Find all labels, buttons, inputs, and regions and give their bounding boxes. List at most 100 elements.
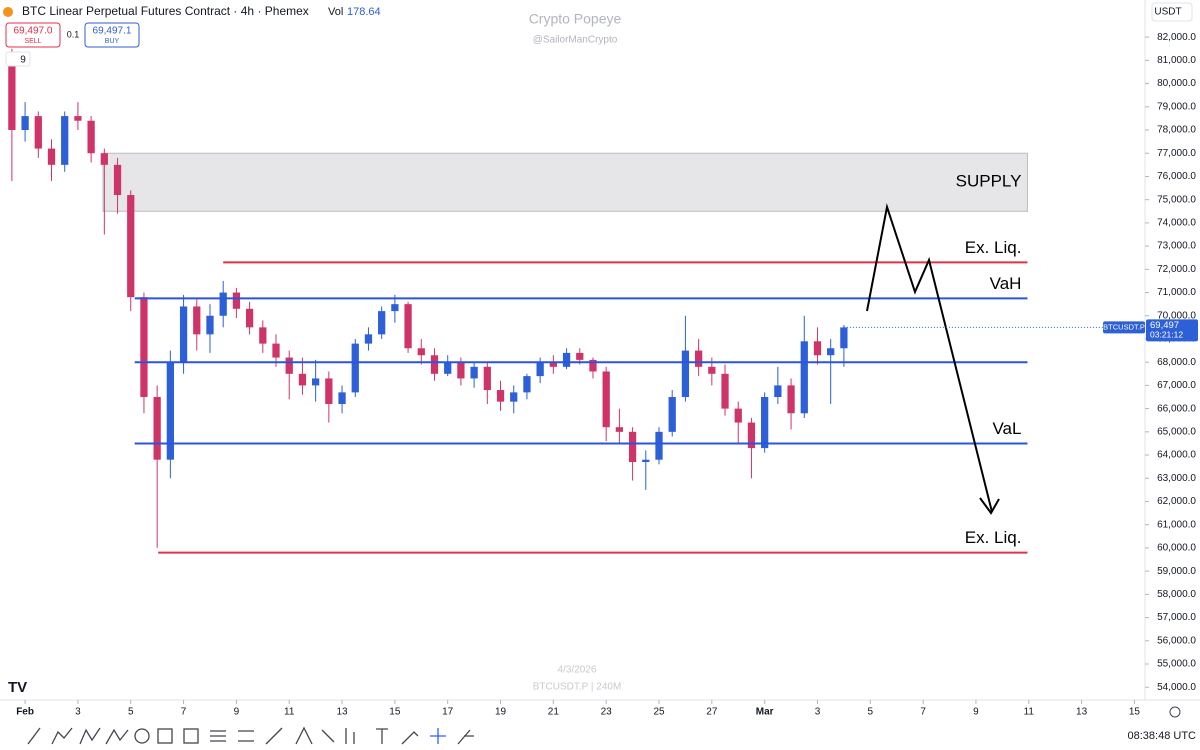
candle-body — [800, 341, 808, 414]
y-tick-label: 58,000.0 — [1157, 589, 1196, 600]
y-tick-label: 71,000.0 — [1157, 287, 1196, 298]
candle-body — [179, 306, 188, 363]
indicator-toggle[interactable] — [5, 51, 31, 67]
candle-body — [206, 315, 214, 335]
x-tick-label: 15 — [389, 707, 401, 718]
candle-body — [351, 343, 359, 393]
tool-brush[interactable] — [401, 731, 419, 745]
candle-body — [87, 120, 95, 154]
y-tick-label: 76,000.0 — [1157, 171, 1196, 182]
buy-button[interactable] — [84, 22, 140, 48]
indicator-count: 9 — [20, 55, 26, 66]
settings-icon[interactable] — [1169, 706, 1181, 718]
candle-body — [378, 311, 386, 335]
x-tick-label: 3 — [75, 707, 81, 718]
tool-channel[interactable] — [238, 730, 254, 742]
tool-ray[interactable] — [265, 727, 283, 745]
symbol-icon — [3, 7, 13, 17]
candle-body — [523, 376, 531, 393]
x-tick-label: 11 — [284, 707, 295, 718]
tool-triangle[interactable] — [295, 726, 313, 745]
symbol-tag-text: BTCUSDT.P — [1103, 322, 1145, 331]
candle-body — [100, 153, 108, 165]
sell-price: 69,497.0 — [14, 26, 53, 37]
y-tick-label: 80,000.0 — [1157, 78, 1196, 89]
candle-body — [576, 352, 584, 360]
candle-body — [34, 116, 42, 149]
price-tag — [1146, 319, 1198, 342]
candle-body — [602, 371, 610, 428]
candle-body — [259, 327, 267, 344]
currency: USDT — [1154, 7, 1181, 18]
candle-body — [615, 427, 624, 432]
x-tick-label: 19 — [495, 707, 507, 718]
tool-path[interactable] — [51, 727, 73, 745]
level-label: Ex. Liq. — [965, 528, 1022, 547]
symbol-tag — [1103, 321, 1145, 334]
candle-body — [391, 304, 399, 312]
candle-body — [761, 397, 769, 449]
tool-bars[interactable] — [345, 728, 355, 744]
x-tick-label: 9 — [973, 707, 979, 718]
tool-cross[interactable] — [430, 728, 446, 744]
sell-button[interactable] — [5, 22, 61, 48]
x-tick-label: Feb — [16, 707, 34, 718]
x-tick-label: 5 — [128, 707, 134, 718]
watermark-name: Crypto Popeye — [529, 11, 622, 27]
candle-body — [549, 362, 557, 367]
candle-body — [668, 397, 676, 432]
candle-body — [272, 343, 280, 358]
candle-body — [140, 297, 148, 398]
y-tick-label: 54,000.0 — [1157, 682, 1196, 693]
y-tick-label: 63,000.0 — [1157, 473, 1196, 484]
plot-area: SUPPLY Ex. Liq. VaH VaL Ex. Liq. — [8, 48, 1028, 554]
candle-body — [74, 116, 82, 121]
candle-body — [655, 431, 663, 460]
tool-fib[interactable] — [210, 730, 226, 742]
price-tag-text: 69,497 — [1150, 320, 1179, 331]
currency-button[interactable] — [1151, 2, 1193, 22]
buy-price: 69,497.1 — [93, 26, 132, 37]
spread: 0.1 — [67, 29, 80, 39]
watermark-date: 4/3/2026 — [558, 665, 597, 676]
tool-rect[interactable] — [157, 728, 173, 744]
tool-arrow[interactable] — [321, 729, 335, 743]
tool-wave[interactable] — [79, 727, 101, 745]
candle-body — [417, 348, 425, 356]
y-tick-label: 74,000.0 — [1157, 218, 1196, 229]
candle-body — [589, 359, 597, 372]
candle-body — [562, 352, 571, 367]
level-label: Ex. Liq. — [965, 238, 1022, 257]
logo: TV — [8, 679, 27, 696]
x-tick-label: 17 — [442, 707, 454, 718]
supply-zone — [102, 152, 1028, 212]
candle-body — [153, 397, 161, 460]
tool-text[interactable] — [376, 728, 388, 744]
y-tick-label: 73,000.0 — [1157, 241, 1196, 252]
y-tick-label: 62,000.0 — [1157, 496, 1196, 507]
candle-body — [338, 392, 346, 404]
candle-body — [8, 60, 16, 131]
buy-label: BUY — [105, 38, 120, 45]
y-tick-label: 66,000.0 — [1157, 403, 1196, 414]
x-tick-label: 5 — [868, 707, 874, 718]
candle-body — [536, 362, 544, 377]
candle-body — [298, 373, 307, 386]
tool-rect2[interactable] — [183, 728, 199, 744]
candle-body — [21, 116, 29, 131]
volume-value: 178.64 — [347, 6, 381, 18]
candle-body — [232, 292, 241, 309]
candle-body — [457, 362, 465, 379]
tool-circle[interactable] — [134, 728, 150, 744]
projection-path — [866, 203, 993, 513]
tool-measure[interactable] — [457, 729, 474, 745]
x-tick-label: 13 — [336, 707, 348, 718]
tool-pattern[interactable] — [105, 728, 129, 745]
x-tick-label: 15 — [1129, 707, 1141, 718]
chart-title: BTC Linear Perpetual Futures Contract · … — [22, 4, 309, 18]
tool-line[interactable] — [27, 727, 41, 745]
y-tick-label: 81,000.0 — [1157, 55, 1196, 66]
candle-body — [245, 308, 254, 328]
y-tick-label: 78,000.0 — [1157, 125, 1196, 136]
